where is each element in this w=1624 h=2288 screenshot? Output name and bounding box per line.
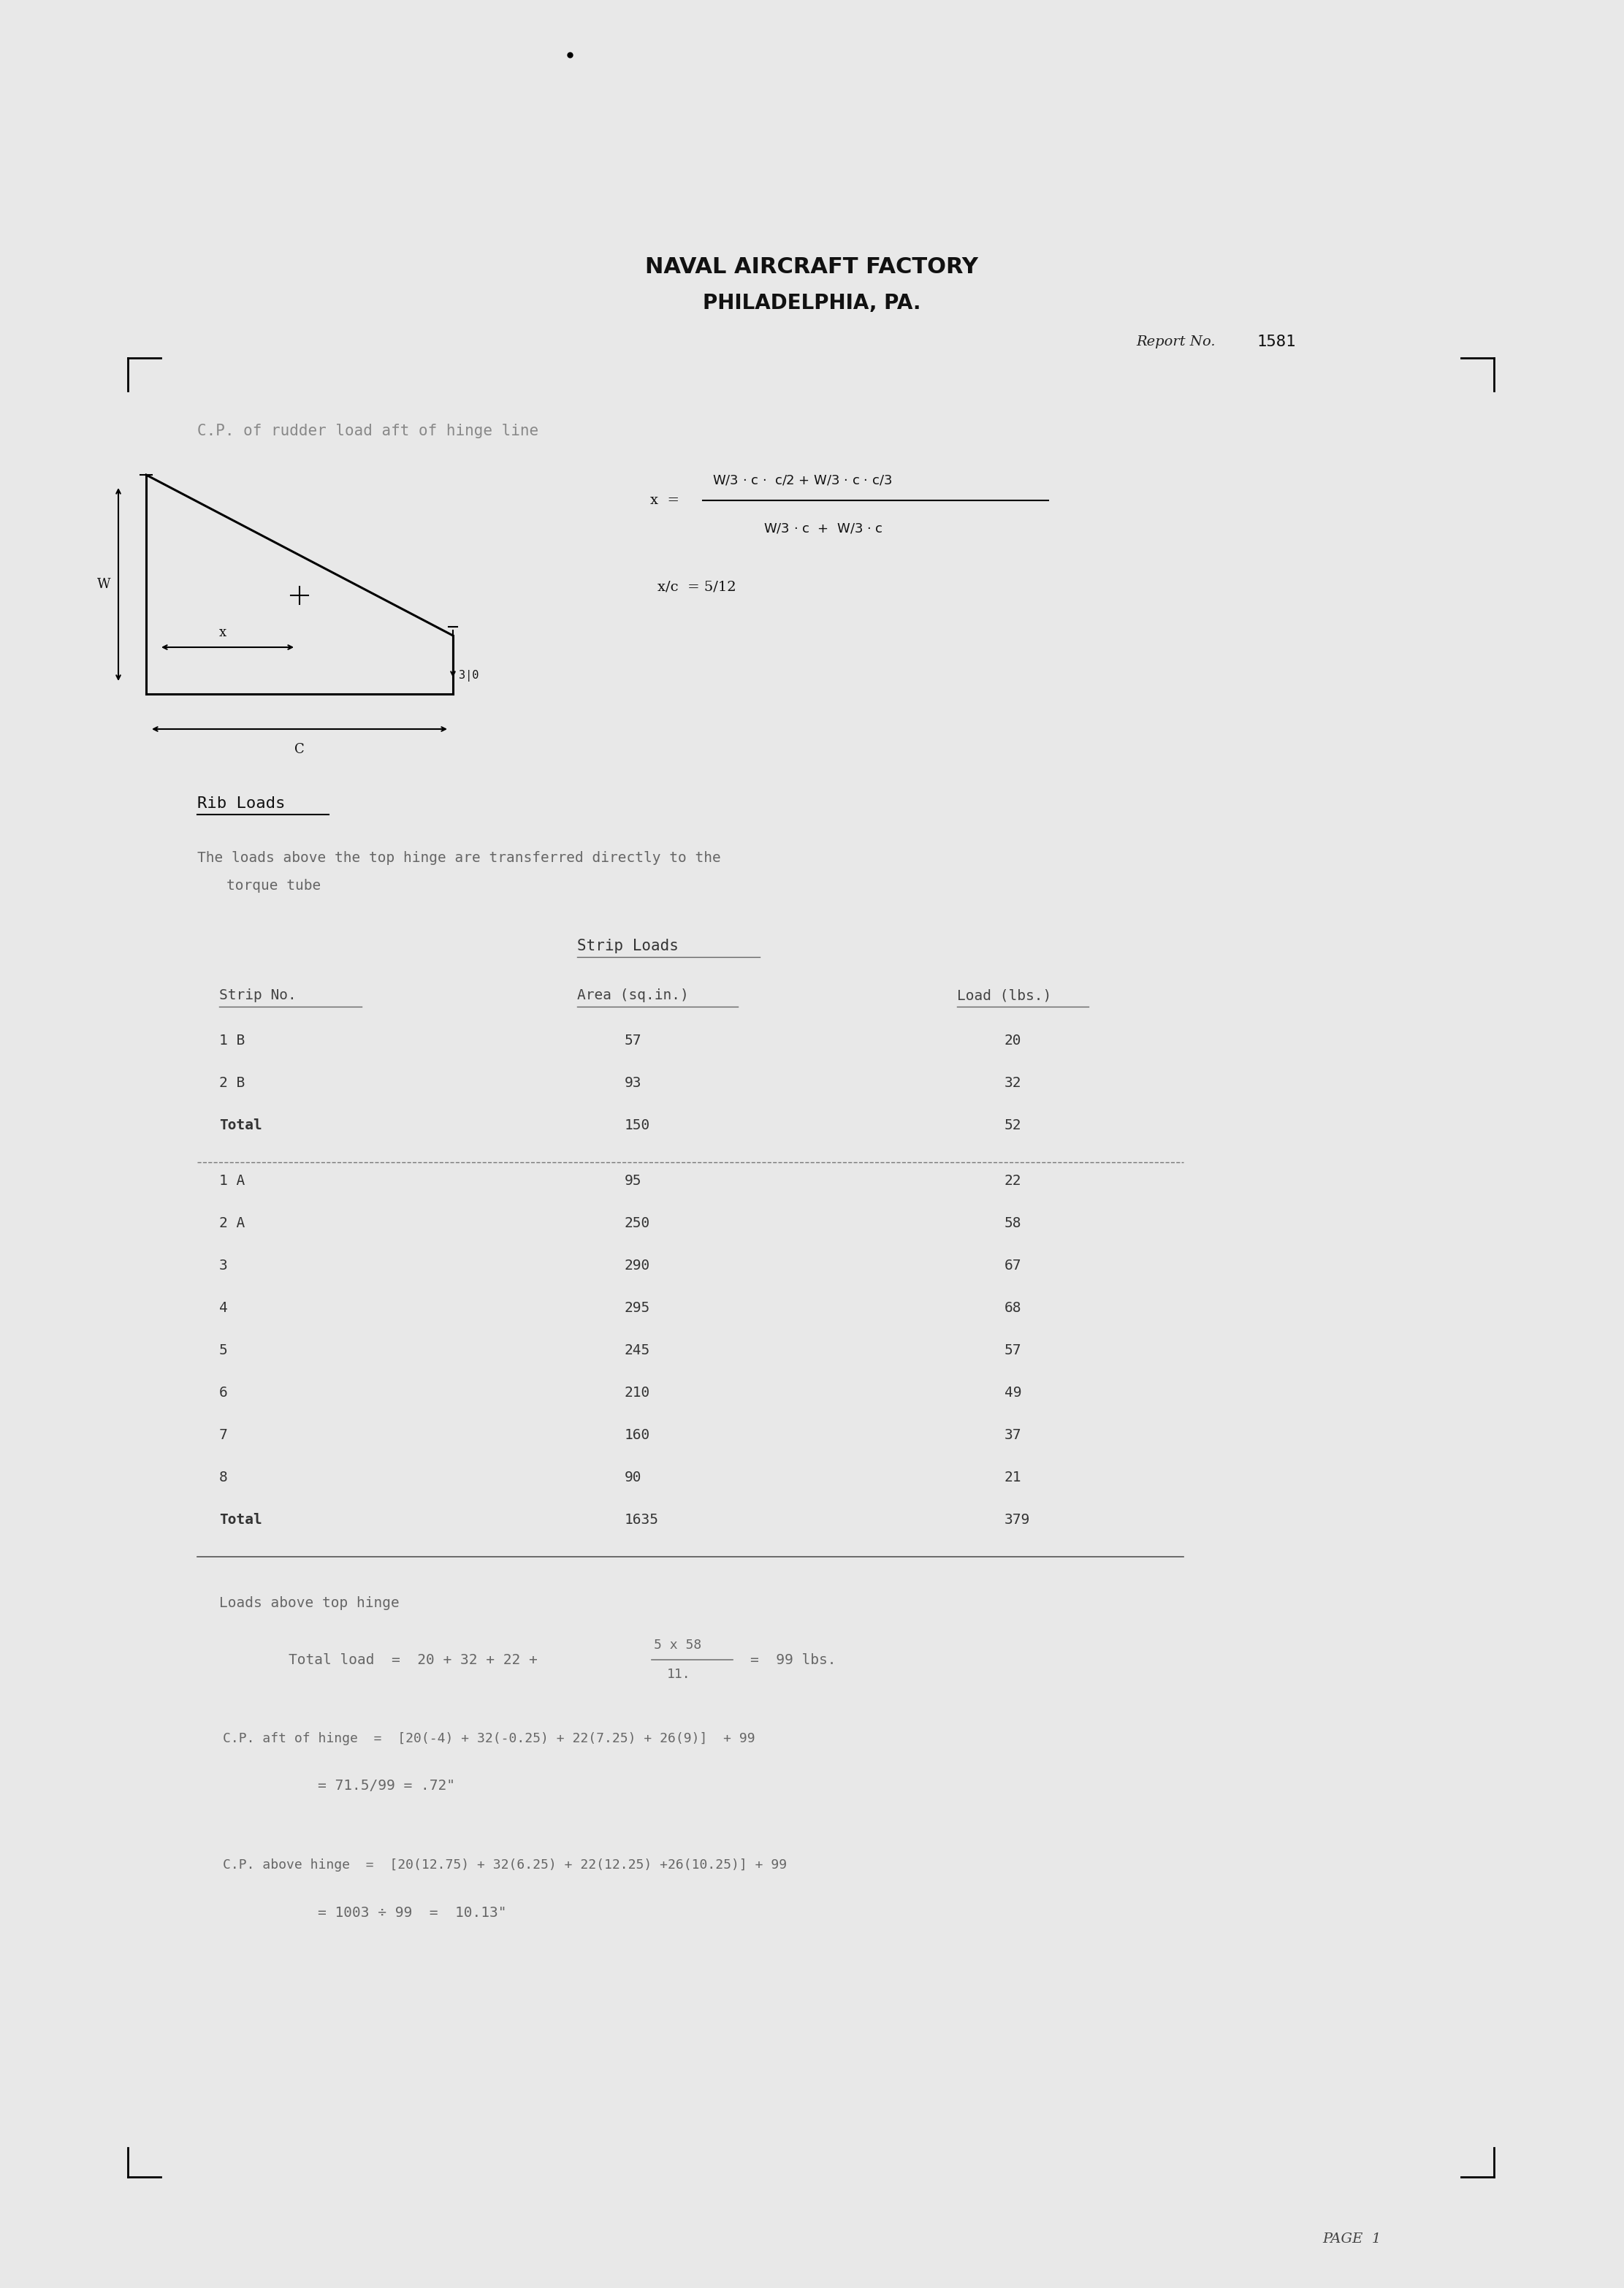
Text: 21: 21 [1005, 1471, 1021, 1485]
Text: 2 A: 2 A [219, 1217, 245, 1231]
Text: Load (lbs.): Load (lbs.) [957, 988, 1051, 1002]
Text: Strip No.: Strip No. [219, 988, 297, 1002]
Text: Total load  =  20 + 32 + 22 +: Total load = 20 + 32 + 22 + [289, 1652, 538, 1666]
Text: C.P. aft of hinge  =  [20(-4) + 32(-0.25) + 22(7.25) + 26(9)]  + 99: C.P. aft of hinge = [20(-4) + 32(-0.25) … [222, 1732, 755, 1746]
Text: W: W [97, 579, 110, 590]
Text: 90: 90 [625, 1471, 641, 1485]
Text: 295: 295 [625, 1302, 650, 1316]
Text: = 1003 ÷ 99  =  10.13": = 1003 ÷ 99 = 10.13" [318, 1906, 507, 1920]
Text: 150: 150 [625, 1119, 650, 1133]
Text: W/3 $\cdot$ c  +  W/3 $\cdot$ c: W/3 $\cdot$ c + W/3 $\cdot$ c [763, 522, 883, 535]
Text: =  99 lbs.: = 99 lbs. [750, 1652, 836, 1666]
Text: The loads above the top hinge are transferred directly to the: The loads above the top hinge are transf… [197, 851, 721, 865]
Text: 20: 20 [1005, 1034, 1021, 1048]
Text: Total: Total [219, 1119, 261, 1133]
Text: x: x [219, 627, 226, 638]
Text: 5 x 58: 5 x 58 [654, 1638, 702, 1652]
Text: Total: Total [219, 1512, 261, 1526]
Text: Area (sq.in.): Area (sq.in.) [577, 988, 689, 1002]
Text: 7: 7 [219, 1428, 227, 1441]
Text: 52: 52 [1005, 1119, 1021, 1133]
Text: 49: 49 [1005, 1387, 1021, 1400]
Text: 1581: 1581 [1257, 334, 1296, 350]
Text: 68: 68 [1005, 1302, 1021, 1316]
Text: Rib Loads: Rib Loads [197, 796, 286, 810]
Text: 1 B: 1 B [219, 1034, 245, 1048]
Text: 11.: 11. [667, 1668, 690, 1682]
Text: 58: 58 [1005, 1217, 1021, 1231]
Text: PHILADELPHIA, PA.: PHILADELPHIA, PA. [703, 293, 921, 313]
Text: 5: 5 [219, 1343, 227, 1357]
Text: 95: 95 [625, 1174, 641, 1187]
Text: 250: 250 [625, 1217, 650, 1231]
Text: 1635: 1635 [625, 1512, 659, 1526]
Text: 210: 210 [625, 1387, 650, 1400]
Text: C.P. above hinge  =  [20(12.75) + 32(6.25) + 22(12.25) +26(10.25)] + 99: C.P. above hinge = [20(12.75) + 32(6.25)… [222, 1858, 788, 1872]
Text: 1 A: 1 A [219, 1174, 245, 1187]
Text: 3: 3 [219, 1258, 227, 1272]
Text: Loads above top hinge: Loads above top hinge [219, 1595, 400, 1611]
Text: 32: 32 [1005, 1075, 1021, 1091]
Text: 160: 160 [625, 1428, 650, 1441]
Text: Report No.: Report No. [1137, 336, 1215, 348]
Text: 3|0: 3|0 [460, 670, 479, 682]
Text: 22: 22 [1005, 1174, 1021, 1187]
Text: C: C [294, 744, 305, 755]
Text: 4: 4 [219, 1302, 227, 1316]
Text: = 71.5/99 = .72": = 71.5/99 = .72" [318, 1780, 455, 1794]
Text: x/c  = 5/12: x/c = 5/12 [658, 581, 736, 593]
Text: x  =: x = [650, 494, 679, 508]
Text: PAGE  1: PAGE 1 [1322, 2233, 1380, 2245]
Text: W/3 $\cdot$ c $\cdot$  c/2 + W/3 $\cdot$ c $\cdot$ c/3: W/3 $\cdot$ c $\cdot$ c/2 + W/3 $\cdot$ … [713, 474, 892, 487]
Text: NAVAL AIRCRAFT FACTORY: NAVAL AIRCRAFT FACTORY [645, 256, 978, 277]
Text: 379: 379 [1005, 1512, 1030, 1526]
Text: Strip Loads: Strip Loads [577, 938, 679, 954]
Text: C.P. of rudder load aft of hinge line: C.P. of rudder load aft of hinge line [197, 423, 539, 439]
Text: 37: 37 [1005, 1428, 1021, 1441]
Text: 245: 245 [625, 1343, 650, 1357]
Text: torque tube: torque tube [226, 879, 322, 892]
Text: 290: 290 [625, 1258, 650, 1272]
Text: 6: 6 [219, 1387, 227, 1400]
Text: 93: 93 [625, 1075, 641, 1091]
Text: 57: 57 [1005, 1343, 1021, 1357]
Text: 57: 57 [625, 1034, 641, 1048]
Text: 2 B: 2 B [219, 1075, 245, 1091]
Text: 8: 8 [219, 1471, 227, 1485]
Text: 67: 67 [1005, 1258, 1021, 1272]
